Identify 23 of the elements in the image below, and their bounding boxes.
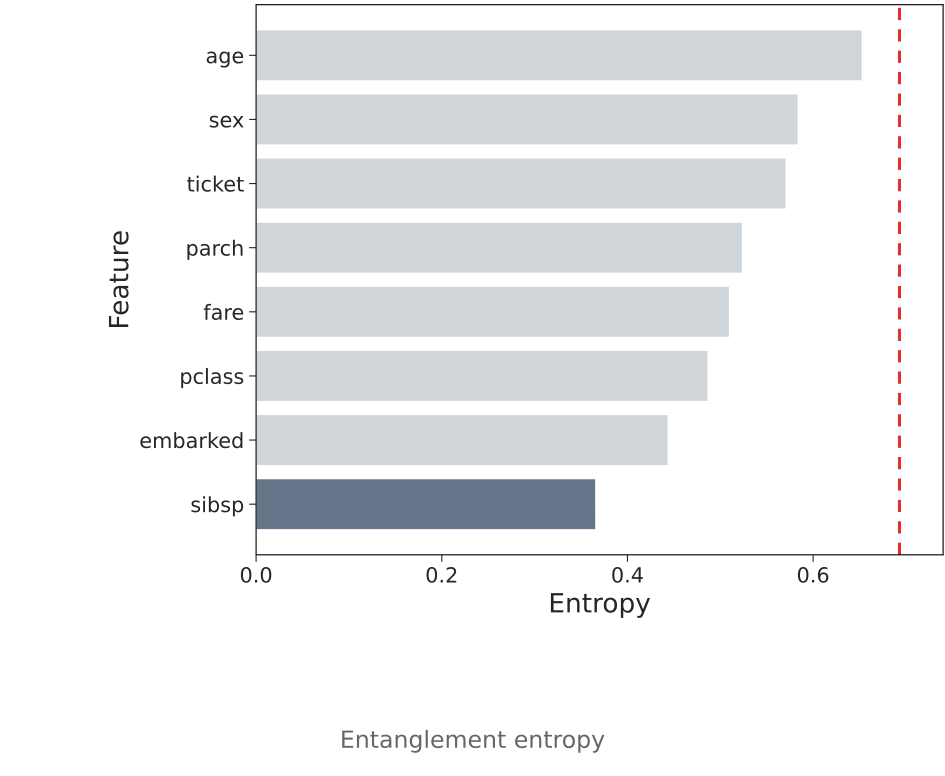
bar — [256, 28, 864, 82]
y-tick-label: embarked — [140, 432, 242, 448]
bar — [256, 221, 744, 274]
x-tick-label: 0.4 — [612, 567, 643, 583]
x-axis-title: Entropy — [550, 593, 650, 618]
bar — [256, 478, 597, 531]
y-tick-label: ticket — [187, 176, 244, 192]
y-axis-title: Feature — [108, 231, 129, 328]
x-tick-label: 0.6 — [798, 567, 828, 583]
bar — [256, 414, 669, 466]
bar — [256, 285, 730, 338]
x-tick-label: 0.2 — [426, 567, 456, 583]
x-tick-label: 0.0 — [240, 567, 272, 583]
bar — [256, 157, 787, 210]
y-tick-label: age — [206, 52, 244, 68]
bar — [256, 350, 709, 402]
bar — [256, 93, 799, 146]
y-tick-label: parch — [187, 240, 243, 260]
text: Entanglement entropy — [342, 730, 604, 753]
y-tick-label: fare — [204, 304, 244, 320]
y-tick-label: pclass — [181, 368, 244, 388]
y-tick-label: sex — [210, 116, 244, 128]
y-tick-label: sibsp — [191, 496, 244, 516]
